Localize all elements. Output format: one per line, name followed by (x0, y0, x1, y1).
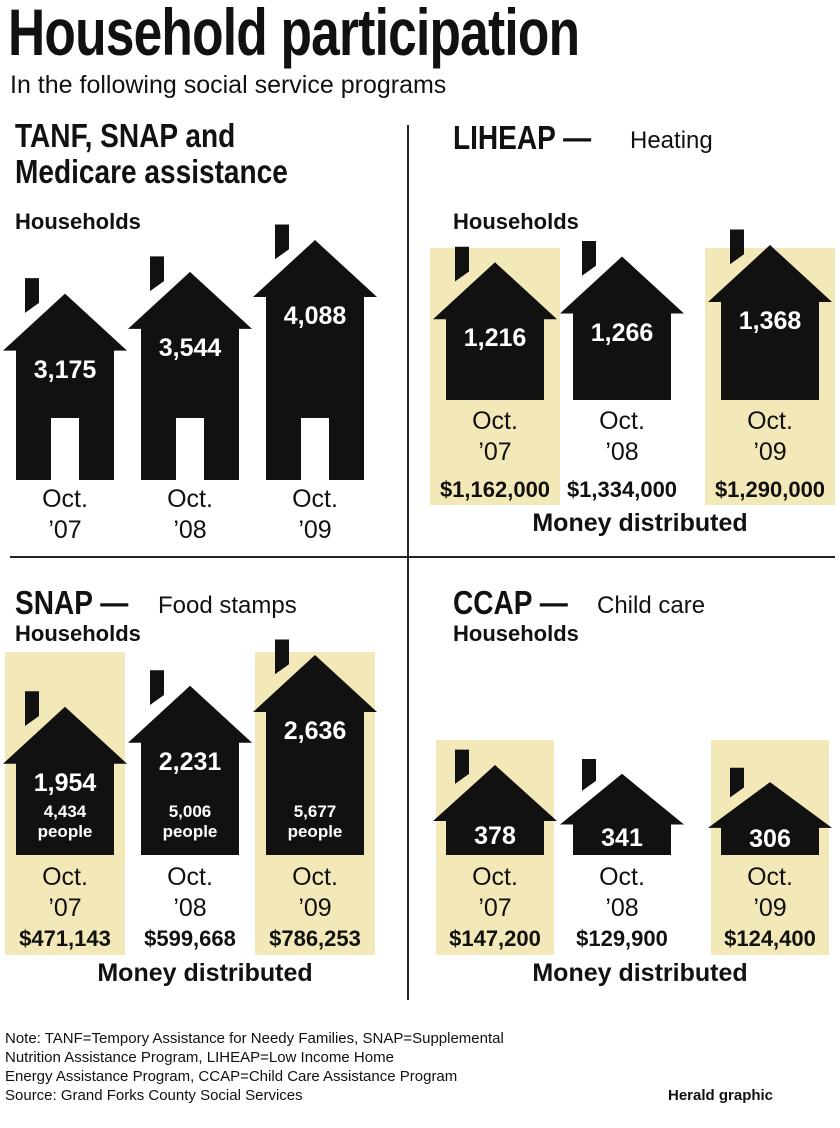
people-label: 4,434 (43, 802, 87, 821)
category-label: Oct. ’07 (42, 863, 88, 922)
panel-subtitle: Food stamps (158, 592, 297, 619)
people-label: 5,006 (168, 802, 212, 821)
house (253, 224, 377, 480)
money-title: Money distributed (97, 959, 313, 987)
people-unit: people (287, 822, 343, 841)
series-label: Households (453, 209, 579, 234)
money-label: $599,668 (144, 926, 236, 951)
door (51, 418, 79, 480)
value-label: 1,954 (33, 768, 97, 797)
value-label: 378 (474, 822, 516, 850)
category-label: Oct. ’08 (599, 407, 645, 466)
value-label: 1,266 (590, 318, 654, 347)
money-title: Money distributed (532, 959, 748, 987)
note: Note: TANF=Tempory Assistance for Needy … (5, 1030, 504, 1047)
house (560, 241, 684, 400)
note: Energy Assistance Program, CCAP=Child Ca… (5, 1068, 458, 1085)
series-label: Households (15, 209, 141, 234)
people-unit: people (162, 822, 218, 841)
category-label: Oct. ’09 (292, 863, 338, 922)
subtitle: In the following social service programs (10, 71, 447, 99)
house (433, 246, 557, 400)
house (3, 278, 127, 480)
door (176, 418, 204, 480)
category-label: Oct. ’09 (747, 863, 793, 922)
category-label: Oct. ’08 (167, 485, 213, 544)
money-label: $129,900 (576, 926, 668, 951)
category-label: Oct. ’09 (292, 485, 338, 544)
money-label: $1,334,000 (566, 477, 678, 502)
series-label: Households (453, 621, 579, 646)
value-label: 1,368 (738, 307, 802, 335)
money-label: $124,400 (724, 926, 816, 951)
panel-title: SNAP — (15, 584, 129, 621)
title: Household participation (8, 0, 580, 69)
series-label: Households (15, 621, 141, 646)
panel-title: CCAP — (453, 584, 568, 621)
value-label: 306 (749, 825, 791, 854)
value-label: 341 (601, 823, 643, 852)
house (3, 691, 127, 855)
people-unit: people (37, 822, 93, 841)
money-label: $147,200 (449, 926, 541, 951)
category-label: Oct. ’08 (599, 863, 645, 922)
panel-subtitle: Child care (597, 592, 706, 619)
house (708, 229, 832, 400)
category-label: Oct. ’07 (472, 863, 518, 922)
category-label: Oct. ’09 (747, 407, 793, 466)
value-label: 2,636 (283, 717, 347, 745)
house (560, 758, 684, 855)
money-label: $471,143 (19, 926, 111, 951)
money-title: Money distributed (532, 509, 748, 537)
value-label: 3,544 (158, 333, 222, 362)
note: Nutrition Assistance Program, LIHEAP=Low… (5, 1049, 394, 1066)
door (301, 418, 329, 480)
house (128, 256, 252, 480)
value-label: 2,231 (158, 747, 222, 776)
credit: Herald graphic (668, 1087, 774, 1104)
value-label: 4,088 (283, 302, 347, 330)
money-label: $1,290,000 (714, 477, 826, 502)
category-label: Oct. ’07 (42, 485, 88, 544)
note: Source: Grand Forks County Social Servic… (5, 1087, 303, 1104)
house (433, 749, 557, 855)
panel-title: TANF, SNAP and Medicare assistance (15, 117, 288, 191)
panel-title: LIHEAP — (453, 119, 592, 156)
panel-subtitle: Heating (630, 127, 713, 154)
category-label: Oct. ’07 (472, 407, 518, 466)
house (253, 639, 377, 855)
house (708, 767, 832, 855)
house (128, 670, 252, 855)
value-label: 3,175 (33, 355, 97, 384)
money-label: $1,162,000 (439, 477, 551, 502)
money-label: $786,253 (269, 926, 361, 951)
value-label: 1,216 (463, 324, 527, 353)
people-label: 5,677 (293, 802, 337, 821)
category-label: Oct. ’08 (167, 863, 213, 922)
